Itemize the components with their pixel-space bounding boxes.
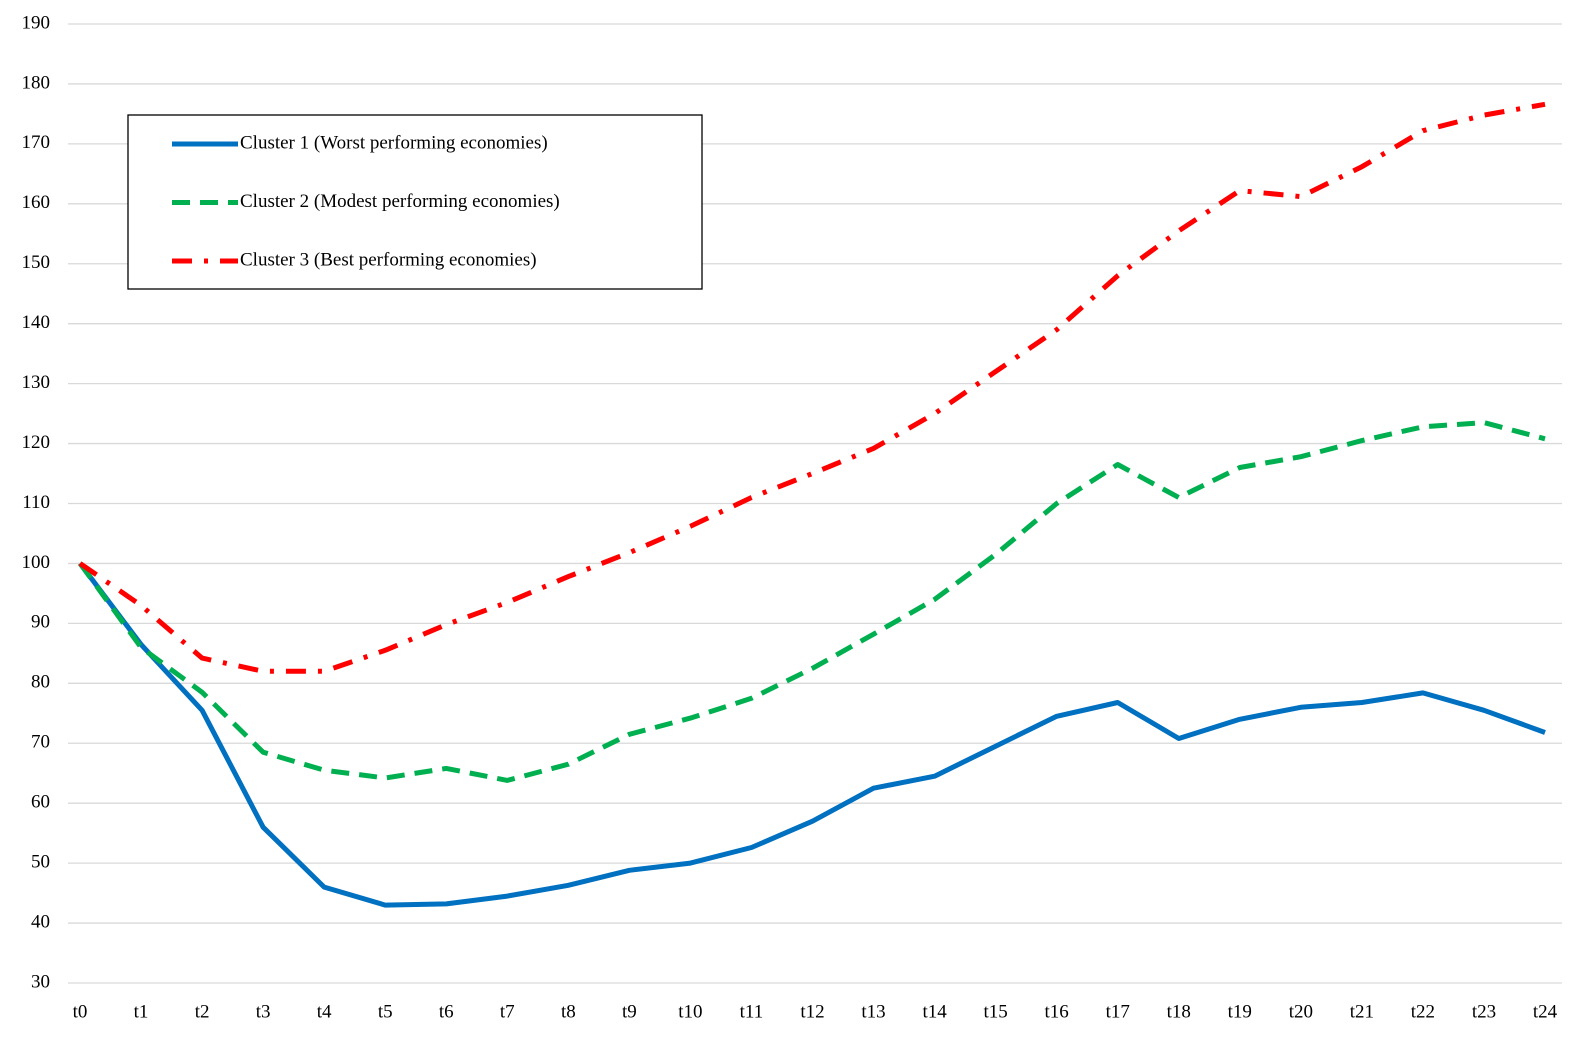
- y-tick-label: 190: [22, 12, 51, 33]
- y-tick-label: 120: [22, 432, 51, 453]
- legend-label: Cluster 1 (Worst performing economies): [240, 132, 548, 153]
- x-tick-label: t19: [1228, 1001, 1252, 1022]
- legend-label: Cluster 2 (Modest performing economies): [240, 191, 560, 212]
- x-tick-label: t20: [1289, 1001, 1313, 1022]
- x-tick-label: t14: [922, 1001, 947, 1022]
- y-tick-label: 170: [22, 132, 51, 153]
- x-tick-label: t6: [439, 1001, 454, 1022]
- x-tick-label: t5: [378, 1001, 393, 1022]
- x-tick-label: t13: [861, 1001, 885, 1022]
- x-tick-label: t0: [73, 1001, 88, 1022]
- y-tick-label: 140: [22, 312, 51, 333]
- y-tick-label: 80: [31, 672, 50, 693]
- x-tick-label: t15: [983, 1001, 1007, 1022]
- x-tick-label: t1: [134, 1001, 149, 1022]
- y-tick-label: 30: [31, 971, 50, 992]
- x-tick-label: t9: [622, 1001, 637, 1022]
- series-line: [78, 561, 1546, 908]
- y-tick-label: 110: [22, 492, 50, 513]
- y-tick-label: 180: [22, 72, 51, 93]
- x-tick-label: t12: [800, 1001, 824, 1022]
- y-tick-label: 130: [22, 372, 51, 393]
- x-tick-label: t10: [678, 1001, 702, 1022]
- y-tick-label: 70: [31, 732, 50, 753]
- y-tick-label: 90: [31, 612, 50, 633]
- y-tick-label: 150: [22, 252, 51, 273]
- x-tick-label: t18: [1167, 1001, 1191, 1022]
- x-tick-label: t23: [1472, 1001, 1496, 1022]
- x-tick-label: t2: [195, 1001, 210, 1022]
- x-tick-label: t16: [1045, 1001, 1069, 1022]
- x-tick-label: t24: [1533, 1001, 1558, 1022]
- series-line: [77, 420, 1546, 783]
- y-tick-label: 60: [31, 792, 50, 813]
- x-tick-label: t3: [256, 1001, 271, 1022]
- x-tick-label: t11: [740, 1001, 764, 1022]
- x-tick-label: t4: [317, 1001, 332, 1022]
- x-tick-label: t17: [1106, 1001, 1130, 1022]
- y-tick-label: 160: [22, 192, 51, 213]
- legend-label: Cluster 3 (Best performing economies): [240, 249, 537, 270]
- y-tick-label: 50: [31, 851, 50, 872]
- x-tick-label: t7: [500, 1001, 515, 1022]
- x-tick-label: t21: [1350, 1001, 1374, 1022]
- x-tick-label: t22: [1411, 1001, 1435, 1022]
- y-tick-label: 40: [31, 911, 50, 932]
- x-tick-label: t8: [561, 1001, 576, 1022]
- y-tick-label: 100: [22, 552, 51, 573]
